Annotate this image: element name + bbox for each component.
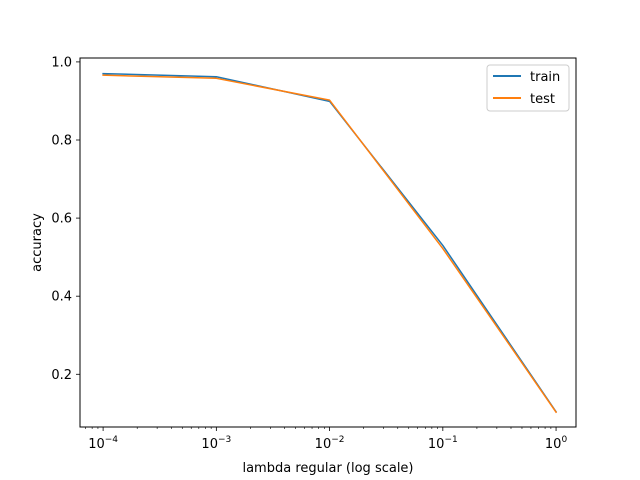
legend-train-label: train	[530, 70, 560, 85]
y-tick-label: 0.8	[51, 134, 72, 149]
legend: train test	[486, 64, 570, 112]
x-tick-base: 10	[428, 437, 445, 452]
x-tick-exponent: −2	[331, 435, 344, 445]
y-axis-label: accuracy	[30, 213, 45, 272]
y-tick-label: 1.0	[51, 55, 72, 70]
x-tick-exponent: −4	[105, 435, 119, 445]
x-axis-label: lambda regular (log scale)	[242, 461, 413, 476]
y-tick-label: 0.2	[51, 368, 72, 383]
series-line-test	[102, 74, 558, 414]
x-tick-label: 100	[545, 435, 568, 452]
y-axis-ticks: 0.2 0.4 0.6 0.8 1.0	[51, 55, 80, 383]
y-tick-label: 0.6	[51, 212, 72, 227]
x-tick-label: 10−3	[201, 435, 231, 452]
x-tick-label: 10−1	[428, 435, 458, 452]
legend-test-label: test	[530, 92, 555, 107]
x-tick-label: 10−4	[88, 435, 118, 452]
x-tick-exponent: 0	[561, 435, 567, 445]
x-tick-label: 10−2	[315, 435, 345, 452]
x-tick-exponent: −3	[218, 435, 231, 445]
x-tick-base: 10	[545, 437, 562, 452]
series-layer	[102, 72, 558, 414]
x-tick-base: 10	[201, 437, 218, 452]
x-axis-ticks: 10−4 10−3 10−2 10−1 100	[85, 427, 568, 452]
x-tick-base: 10	[315, 437, 332, 452]
y-tick-label: 0.4	[51, 290, 72, 305]
x-tick-base: 10	[88, 437, 105, 452]
plot-frame	[79, 57, 577, 428]
x-tick-exponent: −1	[444, 435, 457, 445]
